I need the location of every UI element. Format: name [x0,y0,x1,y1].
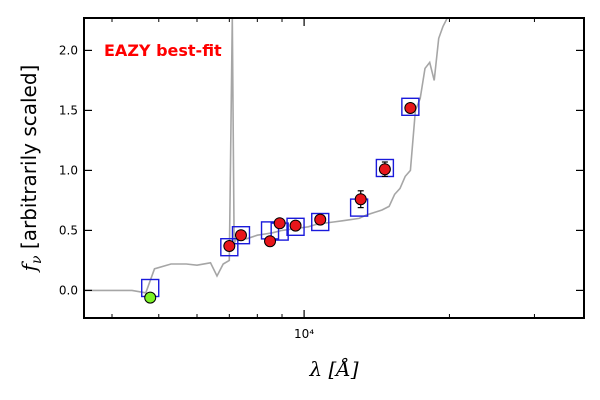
model-photometry-square [286,217,305,237]
axes: 0.0 0.5 1.0 1.5 2.0 10⁴ [59,18,584,341]
y-tick-label: 0.5 [59,223,78,237]
plot-frame [83,17,585,319]
annotation-label: EAZY best-fit [104,41,222,60]
observed-flux-point [404,102,417,114]
plot-content [84,18,452,294]
y-tick-label: 2.0 [59,43,78,57]
observed-flux-point [264,235,277,248]
y-tick-label: 0.0 [59,283,78,297]
observed-flux-point [234,229,247,242]
x-tick-label: 10⁴ [294,327,314,341]
observed-flux-point [273,217,286,230]
y-tick-label: 1.0 [59,163,78,177]
model-spectrum-line [84,18,452,294]
model-photometry-square [231,225,251,245]
observed-flux-point [354,193,367,206]
model-photometry-square [401,97,420,117]
model-photometry-square [311,212,330,232]
observed-flux-point [289,219,302,232]
observed-flux-point [223,240,236,252]
observed-flux-point [314,213,327,226]
non-detection-point [144,291,157,304]
data-markers [141,97,420,304]
y-tick-label: 1.5 [59,103,78,117]
x-axis-label: λ [Å] [308,356,358,381]
observed-flux-point [378,163,391,176]
model-photometry-square [220,237,239,257]
y-axis-label: fν [arbitrarily scaled] [17,65,45,274]
